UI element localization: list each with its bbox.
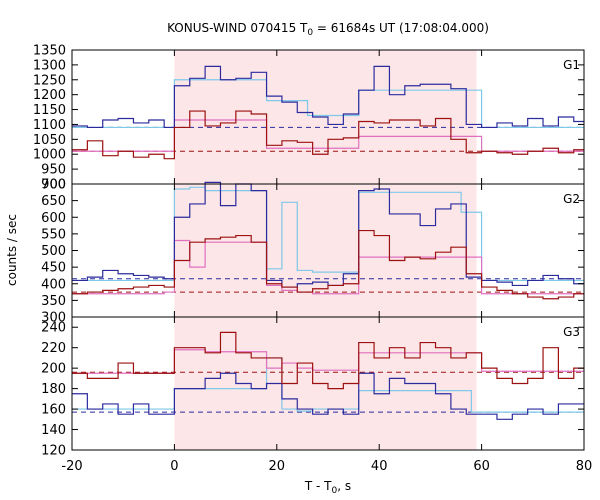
y-tick-label: 400	[41, 277, 66, 292]
y-tick-label: 900	[41, 178, 66, 193]
series-red-counts	[72, 229, 584, 300]
y-tick-label: 700	[41, 178, 66, 193]
series-red-counts	[72, 110, 584, 160]
chart-title: KONUS-WIND 070415 T0 = 61684s UT (17:08:…	[167, 21, 489, 38]
series-red-counts	[72, 331, 584, 390]
panel-label: G1	[563, 58, 580, 72]
y-tick-label: 240	[41, 321, 66, 336]
y-tick-label: 160	[41, 403, 66, 418]
y-tick-label: 1050	[33, 133, 66, 148]
y-tick-label: 550	[41, 227, 66, 242]
y-tick-label: 1250	[33, 73, 66, 88]
panel-g3: 120 140 160 180 200 220 240 G3	[41, 316, 585, 459]
y-tick-label: 220	[41, 341, 66, 356]
y-tick-label: 200	[41, 362, 66, 377]
y-tick-label: 1200	[33, 88, 66, 103]
series-blue-fit	[72, 79, 584, 129]
x-tick-label: 40	[371, 459, 388, 474]
x-tick-label: 80	[576, 459, 593, 474]
series-blue-fit	[72, 186, 584, 282]
y-tick-label: 450	[41, 261, 66, 276]
y-tick-label: 350	[41, 294, 66, 309]
series-blue-counts	[72, 65, 584, 129]
y-tick-label: 180	[41, 382, 66, 397]
y-tick-label: 950	[41, 163, 66, 178]
highlight-interval	[174, 184, 477, 317]
x-axis-label: T - T0, s	[304, 479, 351, 496]
y-tick-label: 120	[41, 444, 66, 459]
x-tick-label: 60	[473, 459, 490, 474]
panel-label: G3	[563, 325, 580, 339]
series-blue-counts	[72, 372, 584, 420]
y-tick-label: 140	[41, 423, 66, 438]
x-tick-label: 0	[170, 459, 178, 474]
y-tick-label: 300	[41, 311, 66, 326]
y-tick-label: 1300	[33, 58, 66, 73]
y-tick-label: 600	[41, 211, 66, 226]
panel-frame	[71, 316, 585, 451]
x-tick-label: 20	[269, 459, 286, 474]
panel-label: G2	[563, 192, 580, 206]
x-axis-label-subscript: 0	[332, 486, 338, 496]
series-blue-fit	[72, 357, 584, 413]
series-blue-counts	[72, 181, 584, 288]
y-tick-label: 1100	[33, 118, 66, 133]
y-axis-label: counts / sec	[5, 214, 19, 286]
y-tick-label: 500	[41, 244, 66, 259]
chart-title-subscript: 0	[307, 28, 313, 38]
x-axis: -20 0 20 40 60 80	[61, 459, 592, 474]
y-tick-label: 650	[41, 194, 66, 209]
x-tick-label: -20	[61, 459, 82, 474]
y-tick-label: 1150	[33, 103, 66, 118]
y-tick-label: 1000	[33, 148, 66, 163]
y-tick-label: 1350	[33, 44, 66, 59]
